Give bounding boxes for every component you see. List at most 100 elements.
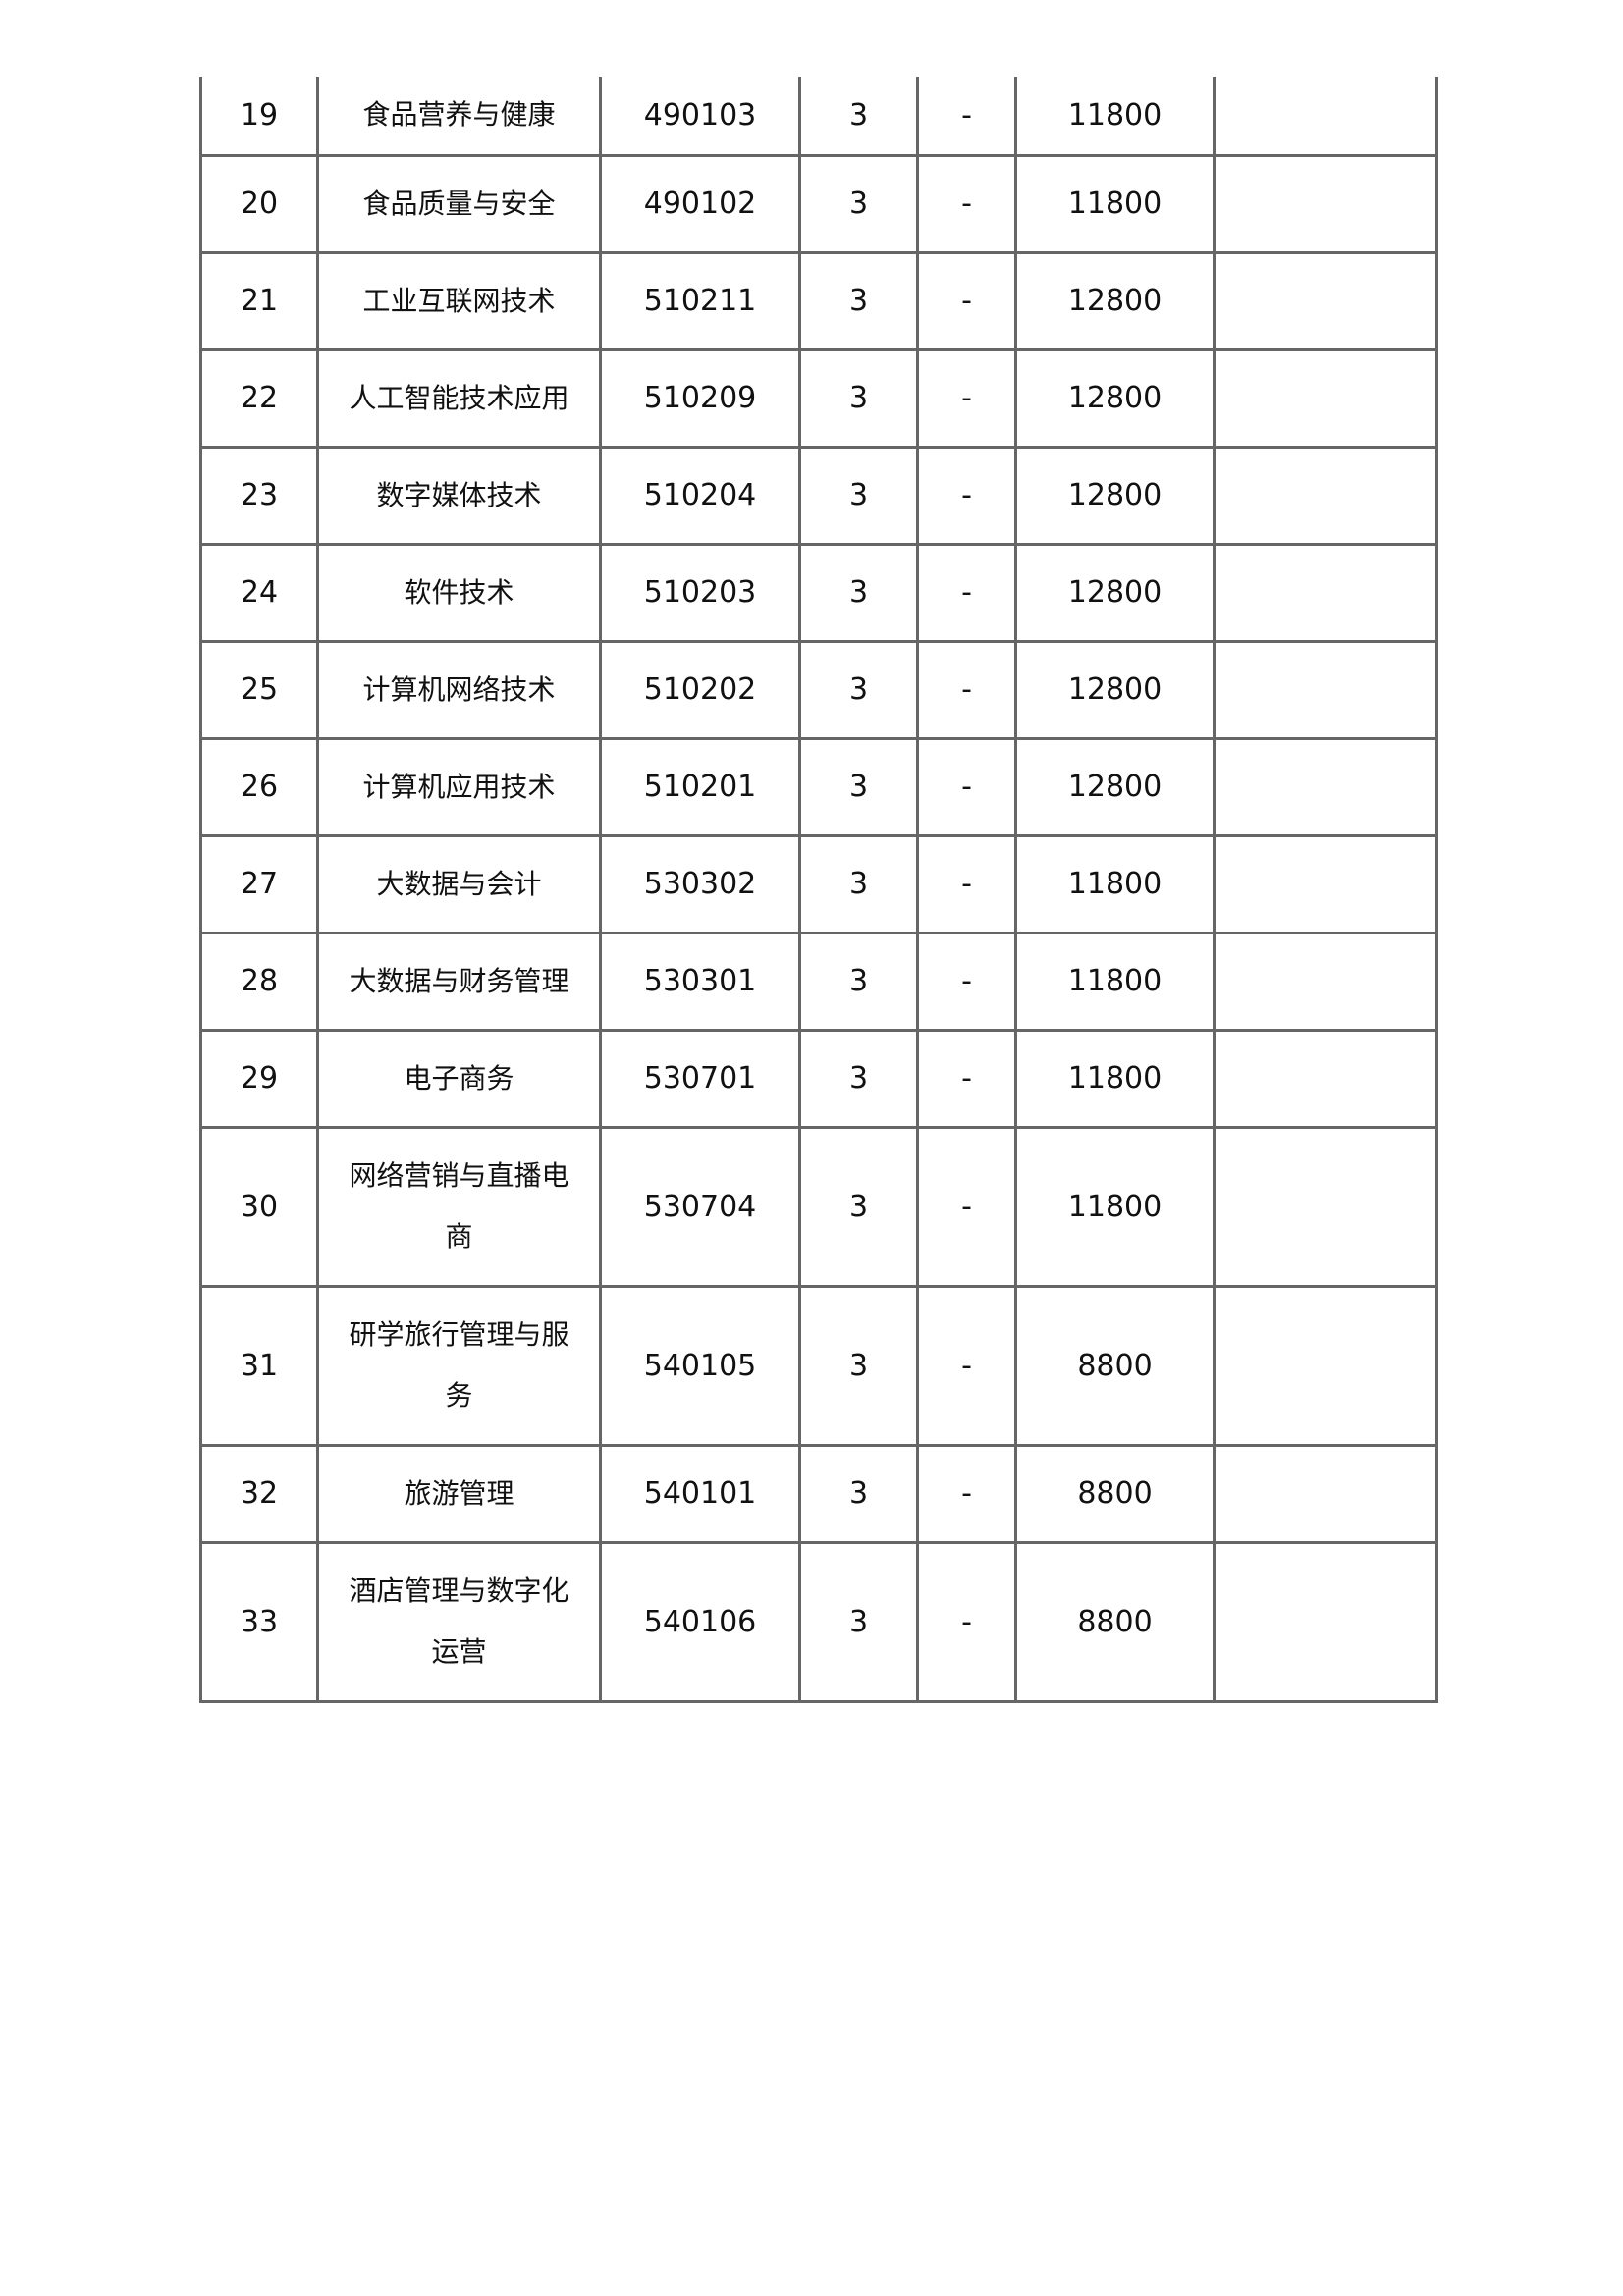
cell-years: 3 <box>798 833 919 934</box>
cell-name: 网络营销与直播电商 <box>316 1125 602 1288</box>
cell-note <box>1213 1284 1438 1447</box>
cell-dash: - <box>916 833 1017 934</box>
cell-note <box>1213 639 1438 740</box>
cell-dash: - <box>916 542 1017 643</box>
table-row: 33 酒店管理与数字化运营 540106 3-8800 <box>199 1540 1438 1703</box>
cell-no: 28 <box>199 931 319 1032</box>
cell-no: 27 <box>199 833 319 934</box>
cell-fee: 11800 <box>1014 1125 1216 1288</box>
cell-no: 21 <box>199 250 319 351</box>
table-row: 24 软件技术 510203 3-12800 <box>199 542 1438 643</box>
cell-years: 3 <box>798 1028 919 1129</box>
cell-years: 3 <box>798 1284 919 1447</box>
cell-name: 旅游管理 <box>316 1443 602 1544</box>
table-row: 26 计算机应用技术 510201 3-12800 <box>199 736 1438 837</box>
cell-code: 540101 <box>599 1443 801 1544</box>
cell-fee: 12800 <box>1014 542 1216 643</box>
cell-dash: - <box>916 1443 1017 1544</box>
cell-dash: - <box>916 445 1017 546</box>
cell-note <box>1213 153 1438 254</box>
cell-code: 490102 <box>599 153 801 254</box>
cell-code: 510211 <box>599 250 801 351</box>
cell-name: 食品质量与安全 <box>316 153 602 254</box>
cell-note <box>1213 1028 1438 1129</box>
cell-years: 3 <box>798 1125 919 1288</box>
cell-no: 25 <box>199 639 319 740</box>
cell-fee: 12800 <box>1014 639 1216 740</box>
cell-note <box>1213 347 1438 449</box>
cell-fee: 11800 <box>1014 153 1216 254</box>
cell-dash: - <box>916 639 1017 740</box>
table-row: 32 旅游管理 540101 3-8800 <box>199 1443 1438 1544</box>
cell-name: 人工智能技术应用 <box>316 347 602 449</box>
cell-note <box>1213 833 1438 934</box>
cell-code: 490103 <box>599 77 801 157</box>
cell-fee: 12800 <box>1014 736 1216 837</box>
cell-years: 3 <box>798 639 919 740</box>
cell-years: 3 <box>798 77 919 157</box>
program-fee-table: 19 食品营养与健康 490103 3-11800 20 食品质量与安全 490102 3-1… <box>199 77 1438 1703</box>
cell-code: 530701 <box>599 1028 801 1129</box>
cell-fee: 12800 <box>1014 347 1216 449</box>
cell-name: 研学旅行管理与服务 <box>316 1284 602 1447</box>
cell-no: 20 <box>199 153 319 254</box>
cell-no: 32 <box>199 1443 319 1544</box>
cell-years: 3 <box>798 542 919 643</box>
cell-dash: - <box>916 1125 1017 1288</box>
cell-dash: - <box>916 153 1017 254</box>
cell-dash: - <box>916 1540 1017 1703</box>
table-row: 27 大数据与会计 530302 3-11800 <box>199 833 1438 934</box>
cell-years: 3 <box>798 445 919 546</box>
cell-no: 31 <box>199 1284 319 1447</box>
cell-name: 软件技术 <box>316 542 602 643</box>
cell-note <box>1213 542 1438 643</box>
table-row: 25 计算机网络技术 510202 3-12800 <box>199 639 1438 740</box>
table-row: 31 研学旅行管理与服务 540105 3-8800 <box>199 1284 1438 1447</box>
table-row: 29 电子商务 530701 3-11800 <box>199 1028 1438 1129</box>
table-row: 23 数字媒体技术 510204 3-12800 <box>199 445 1438 546</box>
cell-years: 3 <box>798 153 919 254</box>
cell-years: 3 <box>798 931 919 1032</box>
cell-dash: - <box>916 1028 1017 1129</box>
cell-note <box>1213 931 1438 1032</box>
cell-name: 计算机应用技术 <box>316 736 602 837</box>
cell-name: 大数据与会计 <box>316 833 602 934</box>
cell-no: 30 <box>199 1125 319 1288</box>
cell-note <box>1213 250 1438 351</box>
table-row: 22 人工智能技术应用 510209 3-12800 <box>199 347 1438 449</box>
cell-name: 大数据与财务管理 <box>316 931 602 1032</box>
cell-years: 3 <box>798 250 919 351</box>
cell-no: 23 <box>199 445 319 546</box>
cell-no: 33 <box>199 1540 319 1703</box>
table-row: 19 食品营养与健康 490103 3-11800 <box>199 77 1438 157</box>
table-row: 21 工业互联网技术 510211 3-12800 <box>199 250 1438 351</box>
cell-dash: - <box>916 347 1017 449</box>
cell-name: 工业互联网技术 <box>316 250 602 351</box>
cell-code: 530704 <box>599 1125 801 1288</box>
cell-fee: 8800 <box>1014 1540 1216 1703</box>
cell-no: 29 <box>199 1028 319 1129</box>
cell-code: 510203 <box>599 542 801 643</box>
cell-code: 510209 <box>599 347 801 449</box>
cell-years: 3 <box>798 1540 919 1703</box>
cell-name: 计算机网络技术 <box>316 639 602 740</box>
cell-note <box>1213 736 1438 837</box>
cell-code: 530301 <box>599 931 801 1032</box>
cell-name: 数字媒体技术 <box>316 445 602 546</box>
cell-years: 3 <box>798 1443 919 1544</box>
cell-no: 19 <box>199 77 319 157</box>
cell-code: 540105 <box>599 1284 801 1447</box>
cell-code: 530302 <box>599 833 801 934</box>
cell-note <box>1213 1540 1438 1703</box>
cell-dash: - <box>916 736 1017 837</box>
cell-dash: - <box>916 77 1017 157</box>
table-row: 20 食品质量与安全 490102 3-11800 <box>199 153 1438 254</box>
cell-fee: 11800 <box>1014 931 1216 1032</box>
table-row: 28 大数据与财务管理 530301 3-11800 <box>199 931 1438 1032</box>
cell-note <box>1213 1125 1438 1288</box>
cell-no: 24 <box>199 542 319 643</box>
cell-dash: - <box>916 250 1017 351</box>
cell-years: 3 <box>798 347 919 449</box>
cell-code: 510201 <box>599 736 801 837</box>
cell-note <box>1213 445 1438 546</box>
